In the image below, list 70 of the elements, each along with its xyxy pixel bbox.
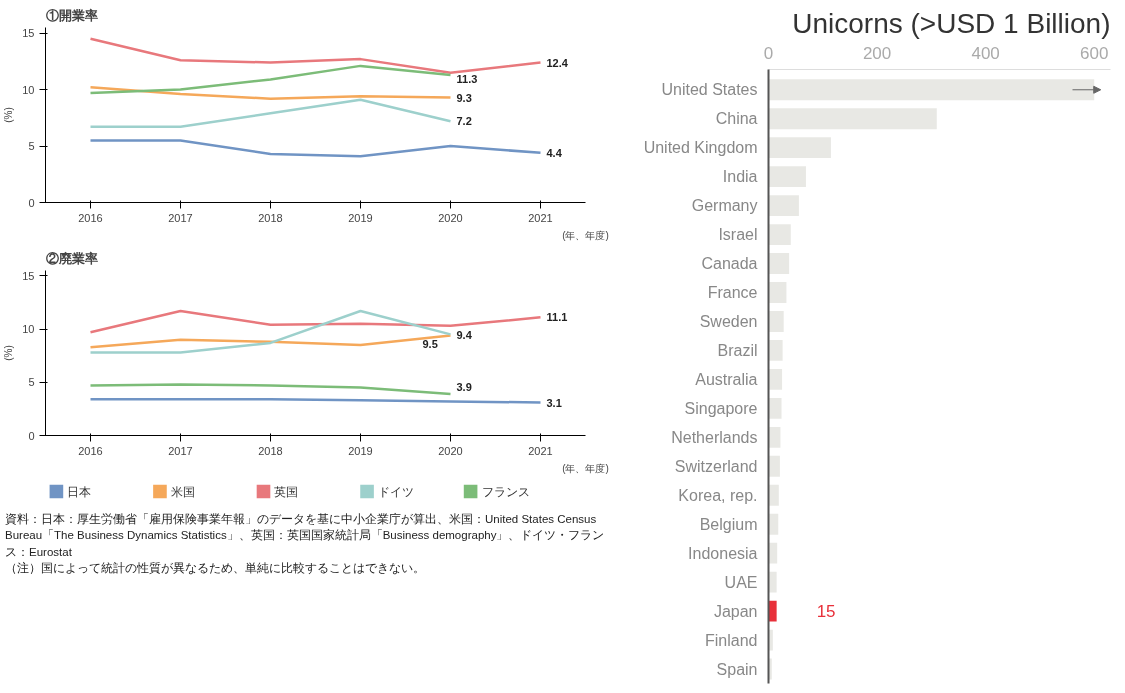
y-tick-label: United Kingdom <box>643 139 758 157</box>
data-label: 9.3 <box>456 91 472 104</box>
y-tick-label: United States <box>661 81 758 99</box>
x-axis-title: (年、年度) <box>562 229 609 241</box>
y-tick-label: Brazil <box>717 341 758 359</box>
y-tick-label: Netherlands <box>671 428 758 446</box>
x-tick-label: 2019 <box>348 444 373 457</box>
x-tick-label: 0 <box>763 43 774 63</box>
y-tick-label: Belgium <box>699 515 758 533</box>
y-tick-label: Switzerland <box>674 457 758 475</box>
legend-label: 米国 <box>170 484 195 499</box>
x-tick-label: 2019 <box>348 211 373 224</box>
chart-title: ②廃業率 <box>45 250 98 266</box>
data-label: 7.2 <box>456 115 472 128</box>
y-tick-label: 0 <box>28 429 35 442</box>
y-tick-label: Sweden <box>699 312 758 330</box>
legend-label: 日本 <box>67 484 92 499</box>
y-tick-label: 15 <box>22 27 35 40</box>
x-tick-label: 2017 <box>168 444 193 457</box>
x-tick-label: 2016 <box>78 211 103 224</box>
text: 資料：日本：厚生労働省「雇用保険事業年報」のデータを基に中小企業庁が算出、米国：United States Census Bureau「The Business Dynamics Statistics」、英国：英国国家統計局「Business demography」、ドイツ・フランス：Eurostat <box>5 512 605 560</box>
x-tick-label: 2021 <box>528 444 553 457</box>
y-tick-label: Israel <box>718 226 758 244</box>
x-tick-label: 400 <box>971 43 1000 63</box>
data-label: 11.1 <box>546 311 568 324</box>
data-label: 15 <box>816 602 836 622</box>
y-tick-label: Australia <box>695 370 758 388</box>
data-label: 3.9 <box>456 380 472 393</box>
y-tick-label: Singapore <box>684 399 758 417</box>
chart-title: Unicorns (>USD 1 Billion) <box>792 7 1111 39</box>
y-tick-label: Spain <box>716 660 758 678</box>
y-tick-label: Korea, rep. <box>678 486 758 504</box>
x-tick-label: 2020 <box>438 211 463 224</box>
legend-label: 英国 <box>274 484 299 499</box>
data-label: 9.5 <box>422 338 438 351</box>
data-label: 3.1 <box>546 396 562 409</box>
chart-title: ①開業率 <box>45 7 98 23</box>
y-tick-label: Canada <box>701 255 758 273</box>
data-label: 9.4 <box>456 329 473 342</box>
x-tick-label: 2016 <box>78 444 103 457</box>
data-label: 4.4 <box>546 146 563 159</box>
y-axis-title: (%) <box>3 107 15 123</box>
y-tick-label: Indonesia <box>688 544 758 562</box>
y-tick-label: Germany <box>691 197 758 215</box>
y-tick-label: 10 <box>22 323 35 336</box>
x-tick-label: 2020 <box>438 444 463 457</box>
y-tick-label: Finland <box>705 631 758 649</box>
y-tick-label: UAE <box>724 573 758 591</box>
y-tick-label: 5 <box>28 140 35 153</box>
x-axis-title: (年、年度) <box>562 462 609 474</box>
y-tick-label: 15 <box>22 269 35 282</box>
x-tick-label: 600 <box>1080 43 1109 63</box>
y-tick-label: France <box>707 284 758 302</box>
y-tick-label: 0 <box>28 196 35 209</box>
y-tick-label: Japan <box>713 602 758 620</box>
text: （注）国によって統計の性質が異なるため、単純に比較することはできない。 <box>5 561 426 577</box>
x-tick-label: 2017 <box>168 211 193 224</box>
data-label: 11.3 <box>456 72 478 85</box>
y-axis-title: (%) <box>3 345 15 361</box>
x-tick-label: 2018 <box>258 444 283 457</box>
y-tick-label: 5 <box>28 376 35 389</box>
y-tick-label: India <box>722 168 758 186</box>
x-tick-label: 200 <box>862 43 892 63</box>
x-tick-label: 2018 <box>258 211 283 224</box>
legend-label: フランス <box>481 484 530 499</box>
data-label: 12.4 <box>546 56 569 69</box>
legend-label: ドイツ <box>377 484 414 499</box>
y-tick-label: 10 <box>22 83 35 96</box>
y-tick-label: China <box>715 110 758 128</box>
x-tick-label: 2021 <box>528 211 553 224</box>
